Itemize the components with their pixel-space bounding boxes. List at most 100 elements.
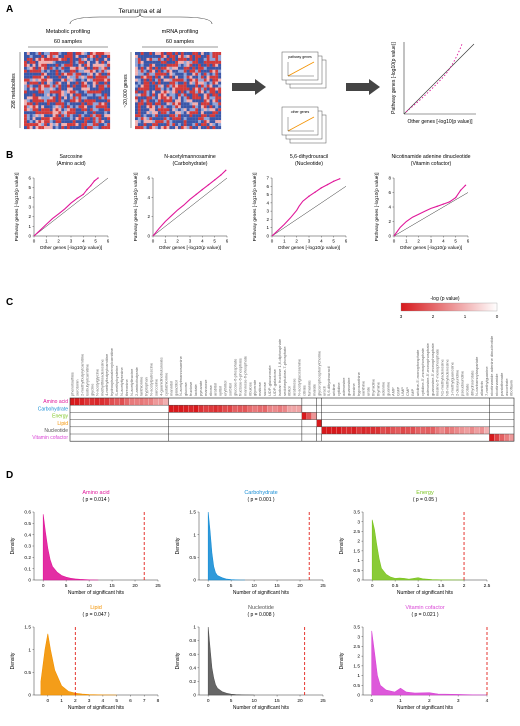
heatmap-cell [46,108,50,112]
heatmap-cell [101,96,105,100]
heatmap-cell [183,54,187,59]
heatmap-cell [188,405,194,413]
heatmap-cell [72,99,76,103]
heatmap-cell [61,66,65,70]
heatmap-cell [152,87,156,91]
metabolites-label: 298 metabolites [11,73,17,109]
heatmap-cell [29,69,33,73]
heatmap-cell [189,90,193,94]
y-tick-label: 0 [357,693,360,699]
heatmap-cell [209,120,213,124]
heatmap-cell [152,52,156,56]
heatmap-cell [137,105,141,109]
heatmap-cell [203,63,207,67]
qq-point [459,189,462,191]
heatmap-cell [140,57,144,61]
heatmap-cell [148,397,154,406]
heatmap-cell [58,108,62,112]
heatmap-cell [67,78,70,82]
heatmap-cell [152,93,156,97]
heatmap-cell [153,397,159,406]
heatmap-cell [175,57,179,61]
heatmap-cell [44,117,48,121]
heatmap-cell [44,90,48,94]
heatmap-cell [67,69,70,73]
heatmap-cell [175,75,179,79]
heatmap-cell [24,72,27,76]
heatmap-cell [189,52,193,56]
heatmap-cell [193,405,199,413]
heatmap-cell [146,87,150,91]
heatmap-cell [67,81,70,85]
heatmap-cell [61,84,65,88]
heatmap-cell [89,60,93,64]
heatmap-cell [78,105,82,109]
heatmap-cell [52,75,56,79]
heatmap-cell [75,52,79,56]
plot-title: Vitamin cofactor [405,605,445,611]
heatmap-cell [41,81,45,85]
heatmap-cell [44,69,48,73]
heatmap-cell [58,123,62,127]
heatmap-cell [87,54,91,59]
heatmap-cell [89,93,93,97]
heatmap-cell [55,111,59,115]
y-tick-label: 0 [147,234,150,239]
heatmap-cell [84,72,88,76]
heatmap-cell [189,96,193,100]
heatmap-cell [107,105,111,109]
heatmap-cell [160,120,164,124]
heatmap-cell [146,75,150,79]
heatmap-cell [175,93,179,97]
heatmap-cell [135,99,138,103]
heatmap-cell [32,57,36,61]
heatmap-cell [160,69,164,73]
qq-plot: Sarcosine(Amino acid)0 1 2 3 4 5 60123456Other… [14,154,110,251]
heatmap-cell [69,81,73,85]
heatmap-cell [41,99,45,103]
heatmap-cell [157,75,161,79]
y-tick-label: 1 [357,558,360,564]
heatmap-cell [186,111,190,115]
heatmap-cell [203,84,207,88]
heatmap-cell [183,57,187,61]
heatmap-cell [137,90,141,94]
heatmap-cell [92,78,96,82]
heatmap-cell [163,108,167,112]
heatmap-cell [98,123,102,127]
heatmap-cell [218,81,222,85]
heatmap-cell [186,96,190,100]
qq-plot: N-acetylmannosamine(Carbohydrate)0 1 2 3 4 5 6… [133,154,229,251]
heatmap-cell [212,123,216,127]
x-tick-label: 1 [405,239,408,244]
heatmap-cell [166,81,170,85]
x-tick-label: 2 [57,239,60,244]
heatmap-cell [143,75,147,79]
heatmap-cell [46,60,50,64]
y-tick-label: 0 [28,578,31,584]
heatmap-cell [157,105,161,109]
heatmap-cell [189,72,193,76]
heatmap-cell [195,78,199,82]
heatmap-cell [95,93,99,97]
heatmap-cell [61,120,65,124]
heatmap-cell [46,126,50,130]
heatmap-cell [175,114,179,118]
heatmap-cell [169,84,173,88]
heatmap-cell [175,126,179,130]
heatmap-cell [152,108,156,112]
heatmap-cell [209,111,213,115]
heatmap-cell [52,114,56,118]
heatmap-cell [87,102,91,106]
heatmap-cell [75,54,79,59]
column-label: urate [366,386,371,396]
heatmap-cell [92,90,96,94]
heatmap-cell [35,96,39,100]
heatmap-cell [212,66,216,70]
heatmap-cell [26,87,30,91]
heatmap-cell [101,78,105,82]
density-plot: Amino acid( p = 0.014 )0 5 10 15 20 2500.10.2… [10,490,161,596]
x-tick-label: 6 [345,239,348,244]
heatmap-cell [189,69,193,73]
heatmap-cell [146,57,150,61]
